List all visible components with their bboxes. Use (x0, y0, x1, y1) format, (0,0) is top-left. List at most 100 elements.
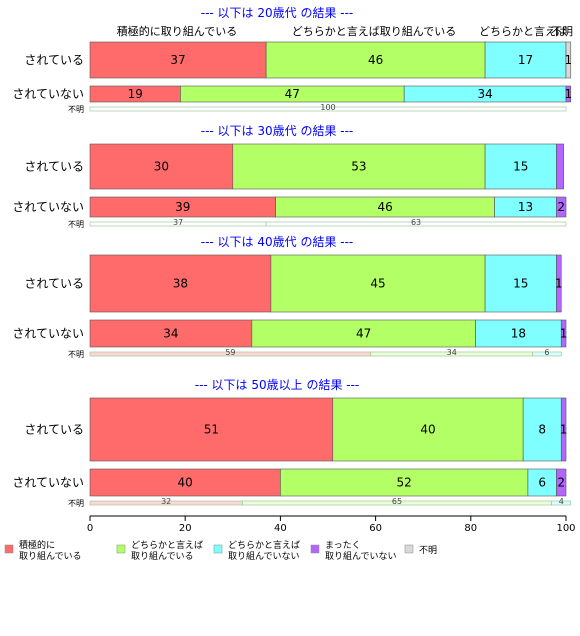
bar-segment (232, 143, 486, 190)
legend-label: 不明 (419, 545, 437, 556)
bar-segment (265, 221, 567, 227)
legend-swatch (4, 544, 14, 554)
row-label: 不明 (68, 350, 84, 359)
data-label: 2 (557, 476, 565, 490)
data-label: 15 (513, 160, 528, 174)
bar-segment (89, 468, 281, 497)
header-label: 積極的に取り組んでいる (117, 24, 237, 38)
group-title: --- 以下は 20歳代 の結果 --- (201, 6, 354, 20)
legend-label: どちらかと言えば (131, 539, 203, 551)
data-label: 46 (377, 200, 392, 214)
data-label: 13 (518, 200, 533, 214)
bar-segment (560, 397, 567, 462)
data-label: 53 (351, 160, 366, 174)
bar-segment (89, 254, 272, 313)
legend-label: まったく (325, 540, 361, 551)
header-label: どちらかと言えば (479, 25, 567, 38)
data-label: 65 (392, 497, 402, 506)
data-label: 34 (163, 327, 178, 341)
bar-segment (556, 196, 567, 218)
data-label: 38 (173, 277, 188, 291)
data-label: 47 (356, 327, 371, 341)
bar-segment (532, 351, 562, 357)
data-label: 63 (411, 218, 421, 227)
header-label: どちらかと言えば取り組んでいる (292, 25, 456, 38)
bar-segment (556, 143, 564, 190)
data-label: 47 (285, 87, 300, 101)
data-label: 1 (565, 87, 573, 101)
bar-segment (484, 143, 557, 190)
bar-segment (565, 85, 572, 103)
legend-label: 取り組んでいない (325, 550, 397, 562)
bar-segment (560, 319, 567, 348)
data-label: 8 (538, 423, 546, 437)
bar-segment (556, 254, 562, 313)
x-tick-label: 100 (556, 523, 575, 534)
data-label: 37 (173, 218, 183, 227)
data-label: 46 (368, 53, 383, 67)
data-label: 19 (128, 87, 143, 101)
bar-segment (251, 319, 476, 348)
legend-swatch (213, 544, 223, 554)
bar-segment (89, 106, 567, 112)
row-label: されていない (12, 476, 84, 490)
bar-segment (332, 397, 524, 462)
x-tick-label: 60 (369, 523, 382, 534)
data-label: 59 (225, 348, 235, 357)
data-label: 2 (557, 200, 565, 214)
row-label: されている (24, 277, 84, 291)
row-label: されていない (12, 327, 84, 341)
data-label: 15 (513, 277, 528, 291)
bar-segment (484, 254, 557, 313)
data-label: 34 (447, 348, 457, 357)
x-tick-label: 80 (464, 523, 477, 534)
row-label: 不明 (68, 499, 84, 508)
bar-segment (475, 319, 562, 348)
bar-segment (556, 468, 567, 497)
data-label: 51 (204, 423, 219, 437)
legend-label: 取り組んでいる (19, 550, 82, 562)
legend-label: 取り組んでいる (131, 550, 194, 562)
data-label: 40 (178, 476, 193, 490)
bar-segment (522, 397, 562, 462)
row-label: されている (24, 423, 84, 437)
data-label: 40 (420, 423, 435, 437)
data-label: 18 (511, 327, 526, 341)
bar-segment (551, 500, 572, 506)
legend-label: 積極的に (19, 539, 55, 551)
data-label: 100 (320, 103, 335, 112)
x-tick-label: 0 (87, 523, 93, 534)
bar-segment (527, 468, 557, 497)
row-label: されていない (12, 200, 84, 214)
data-label: 6 (538, 476, 546, 490)
data-label: 1 (560, 423, 568, 437)
data-label: 4 (559, 497, 564, 506)
data-label: 32 (161, 497, 171, 506)
group-title: --- 以下は 40歳代 の結果 --- (201, 235, 354, 249)
data-label: 1 (555, 277, 563, 291)
data-label: 45 (370, 277, 385, 291)
group-title: --- 以下は 30歳代 の結果 --- (201, 124, 354, 138)
x-tick-label: 40 (274, 523, 287, 534)
row-label: されている (24, 53, 84, 67)
data-label: 17 (518, 53, 533, 67)
data-label: 6 (544, 348, 549, 357)
data-label: 52 (397, 476, 412, 490)
data-label: 1 (565, 53, 573, 67)
row-label: 不明 (68, 105, 84, 114)
header-label: 不明 (551, 25, 573, 38)
legend-swatch (310, 544, 320, 554)
legend-label: どちらかと言えば (228, 539, 300, 551)
legend-label: 取り組んでいない (228, 550, 300, 562)
row-label: されていない (12, 87, 84, 101)
row-label: 不明 (68, 220, 84, 229)
data-label: 34 (477, 87, 492, 101)
data-label: 39 (175, 200, 190, 214)
x-tick-label: 20 (179, 523, 192, 534)
legend-swatch (116, 544, 126, 554)
legend-swatch (404, 544, 414, 554)
bar-segment (89, 319, 253, 348)
bar-segment (89, 143, 234, 190)
bar-segment (565, 41, 572, 79)
